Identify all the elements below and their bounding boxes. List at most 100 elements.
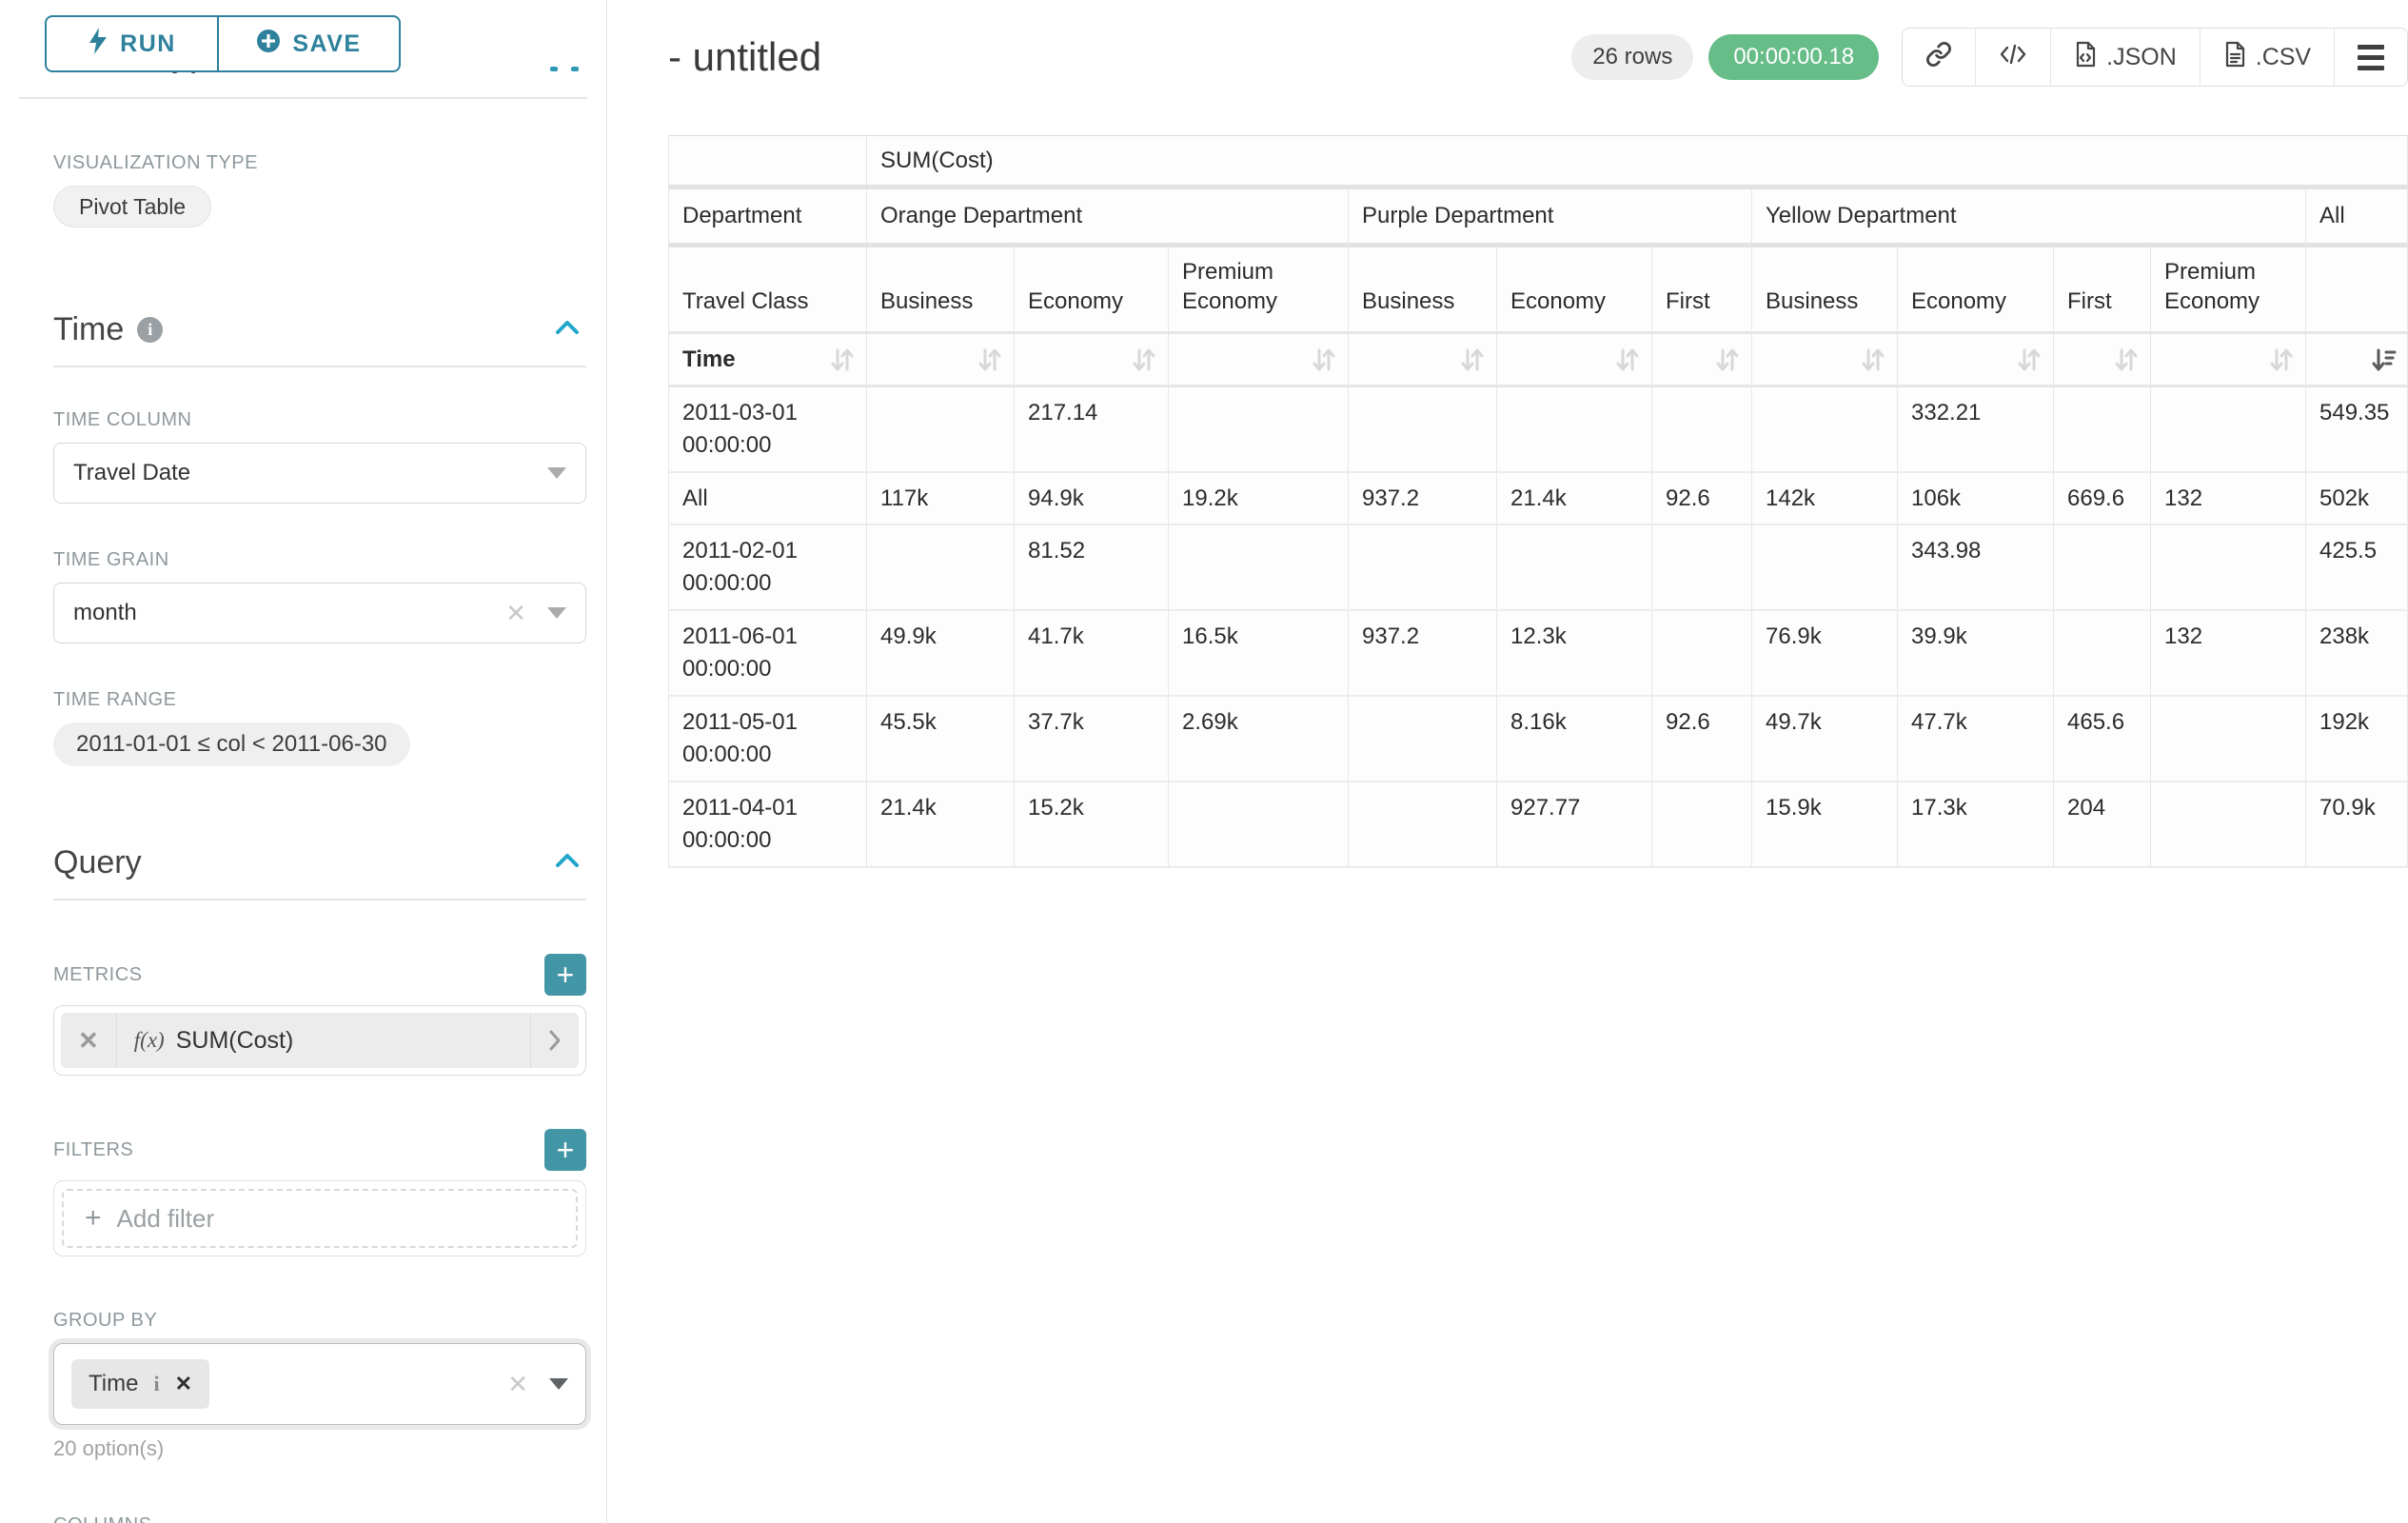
pivot-cell: 37.7k xyxy=(1014,696,1169,783)
metric-header-cell: SUM(Cost) xyxy=(865,135,2408,189)
pivot-cell xyxy=(866,386,1015,473)
sort-toggle-icon[interactable] xyxy=(1130,346,1158,374)
row-label: 2011-02-01 00:00:00 xyxy=(668,524,867,612)
metric-pill: ✕ f(x) SUM(Cost) xyxy=(61,1013,579,1068)
pivot-cell: 937.2 xyxy=(1348,471,1497,526)
corner-cell xyxy=(668,135,867,189)
pivot-cell xyxy=(1651,610,1752,698)
add-filter-plus-button[interactable]: + xyxy=(544,1129,586,1171)
leaf-header-cell: First xyxy=(2053,245,2151,335)
pivot-cell: 132 xyxy=(2150,610,2306,698)
sort-toggle-icon[interactable] xyxy=(2015,346,2043,374)
remove-metric-icon[interactable]: ✕ xyxy=(61,1013,117,1068)
chevron-up-icon[interactable] xyxy=(554,318,581,342)
metric-item[interactable]: f(x) SUM(Cost) xyxy=(133,1026,294,1054)
pivot-cell: 70.9k xyxy=(2304,781,2408,869)
export-csv-button[interactable]: .CSV xyxy=(2199,29,2335,86)
sort-toggle-icon[interactable] xyxy=(2267,346,2296,374)
time-grain-select[interactable]: month ✕ xyxy=(53,583,586,643)
view-query-button[interactable] xyxy=(1975,29,2051,86)
pivot-table-container: SUM(Cost) Department Orange Department Purp… xyxy=(668,135,2408,869)
sort-toggle-icon[interactable] xyxy=(1310,346,1338,374)
sort-header-cell xyxy=(1014,332,1169,388)
pivot-cell xyxy=(1496,386,1652,473)
pivot-cell xyxy=(1168,524,1349,612)
pivot-cell: 425.5 xyxy=(2304,524,2408,612)
metrics-label-row: METRICS + xyxy=(53,954,586,996)
chevron-right-icon[interactable] xyxy=(530,1013,579,1068)
sort-header-cell xyxy=(2304,332,2408,388)
table-row: 2011-02-01 00:00:00 81.52 343.98 425.5 xyxy=(668,524,2408,612)
sort-descending-icon[interactable] xyxy=(2369,346,2398,374)
sort-toggle-icon[interactable] xyxy=(976,346,1004,374)
chevron-up-icon[interactable] xyxy=(554,851,581,875)
sort-toggle-icon[interactable] xyxy=(1859,346,1887,374)
pivot-cell xyxy=(1651,386,1752,473)
add-filter-button[interactable]: + Add filter xyxy=(62,1189,578,1248)
pivot-cell: 92.6 xyxy=(1651,471,1752,526)
link-icon xyxy=(1925,41,1952,74)
row3-label-cell: Time xyxy=(668,332,867,388)
pivot-cell: 332.21 xyxy=(1897,386,2054,473)
sort-toggle-icon[interactable] xyxy=(828,346,857,374)
sort-toggle-icon[interactable] xyxy=(1458,346,1487,374)
metrics-label: METRICS xyxy=(53,963,143,985)
clear-x-icon[interactable]: ✕ xyxy=(507,1369,528,1398)
json-file-icon xyxy=(2074,41,2097,74)
pivot-cell: 192k xyxy=(2304,696,2408,783)
caret-down-icon[interactable] xyxy=(549,1378,568,1390)
sort-header-cell xyxy=(1168,332,1349,388)
table-row: 2011-03-01 00:00:00 217.14 332.21 549.35 xyxy=(668,386,2408,473)
group-header-cell: Yellow Department xyxy=(1751,187,2306,247)
pivot-cell: 927.77 xyxy=(1496,781,1652,869)
chart-header: - untitled 26 rows 00:00:00.18 xyxy=(668,23,2408,91)
pivot-cell: 47.7k xyxy=(1897,696,2054,783)
query-section-header: Query xyxy=(53,844,586,881)
chart-header-controls: 26 rows 00:00:00.18 .JSON xyxy=(1571,28,2408,87)
viz-type-pill[interactable]: Pivot Table xyxy=(53,186,212,227)
time-column-label: TIME COLUMN xyxy=(53,409,192,430)
leaf-header-row: Travel Class Business Economy Premium Econo… xyxy=(668,245,2408,335)
info-icon[interactable]: i xyxy=(137,317,164,343)
table-row: All 117k 94.9k 19.2k 937.2 21.4k 92.6 142k 106k 6… xyxy=(668,471,2408,526)
code-icon xyxy=(1999,42,2027,73)
remove-chip-icon[interactable]: ✕ xyxy=(174,1372,193,1395)
share-link-button[interactable] xyxy=(1903,29,1976,86)
sort-toggle-icon[interactable] xyxy=(1713,346,1742,374)
pivot-cell xyxy=(1651,524,1752,612)
export-button-group: .JSON .CSV xyxy=(1902,28,2408,87)
pivot-cell xyxy=(1348,781,1497,869)
pivot-cell: 81.52 xyxy=(1014,524,1169,612)
time-range-pill[interactable]: 2011-01-01 ≤ col < 2011-06-30 xyxy=(53,722,410,766)
sort-header-row: Time xyxy=(668,332,2408,388)
info-icon[interactable]: i xyxy=(153,1372,160,1395)
export-json-button[interactable]: .JSON xyxy=(2050,29,2200,86)
run-button[interactable]: RUN xyxy=(45,15,218,72)
pivot-cell: 15.2k xyxy=(1014,781,1169,869)
chart-title[interactable]: - untitled xyxy=(668,34,822,79)
pivot-cell: 669.6 xyxy=(2053,471,2151,526)
pivot-cell xyxy=(2053,524,2151,612)
caret-down-icon[interactable] xyxy=(547,607,566,619)
sort-header-cell xyxy=(2053,332,2151,388)
add-metric-button[interactable]: + xyxy=(544,954,586,996)
menu-button[interactable] xyxy=(2334,29,2408,86)
pivot-cell xyxy=(1168,781,1349,869)
sort-toggle-icon[interactable] xyxy=(2112,346,2141,374)
pivot-cell: 106k xyxy=(1897,471,2054,526)
caret-down-icon[interactable] xyxy=(547,467,566,479)
pivot-cell: 117k xyxy=(866,471,1015,526)
pivot-cell: 937.2 xyxy=(1348,610,1497,698)
pivot-cell: 142k xyxy=(1751,471,1898,526)
leaf-header-cell: Economy xyxy=(1897,245,2054,335)
clear-x-icon[interactable]: ✕ xyxy=(505,598,526,627)
leaf-header-cell: Economy xyxy=(1496,245,1652,335)
save-button[interactable]: SAVE xyxy=(218,15,401,72)
viz-type-label: VISUALIZATION TYPE xyxy=(53,152,258,173)
group-by-select[interactable]: Time i ✕ ✕ xyxy=(53,1343,586,1425)
sort-toggle-icon[interactable] xyxy=(1613,346,1642,374)
time-column-select[interactable]: Travel Date xyxy=(53,443,586,504)
chart-area: - untitled 26 rows 00:00:00.18 xyxy=(607,0,2408,1523)
metric-header-row: SUM(Cost) xyxy=(668,135,2408,189)
group-header-row: Department Orange Department Purple Depart… xyxy=(668,187,2408,247)
